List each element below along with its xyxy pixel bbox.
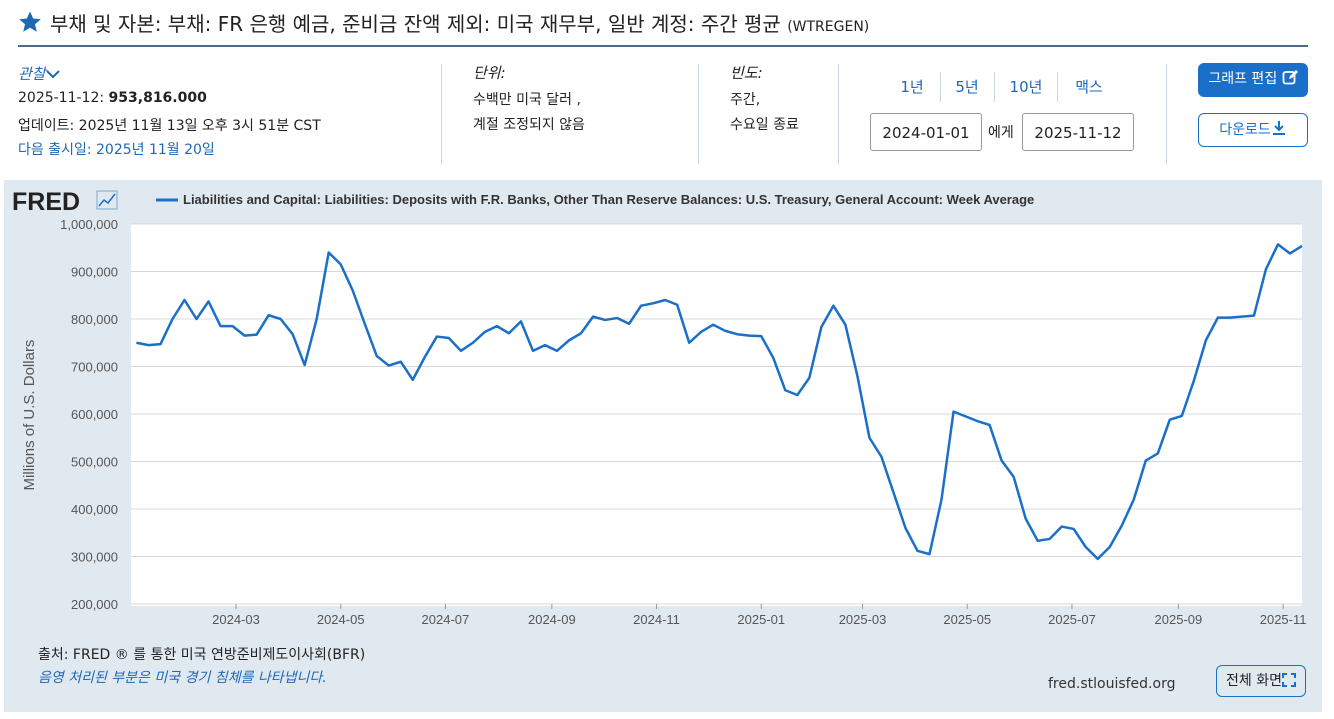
observation: 2025-11-12: 953,816.000 (18, 90, 207, 106)
observation-value: 953,816.000 (108, 90, 207, 106)
chevron (45, 70, 60, 79)
observation-date: 2025-11-12: (18, 90, 105, 106)
edit-graph-button[interactable]: 그래프 편집 (1198, 63, 1308, 97)
download-button[interactable]: 다운로드 (1198, 113, 1308, 147)
x-tick-label: 2025-07 (1048, 612, 1096, 627)
separator (838, 64, 839, 164)
y-tick-label: 400,000 (71, 502, 118, 517)
updated: 업데이트: 2025년 11월 13일 오후 3시 51분 CST (18, 118, 321, 134)
observation-toggle[interactable]: 관찰 (18, 63, 60, 84)
x-tick-label: 2025-01 (737, 612, 785, 627)
y-tick-label: 200,000 (71, 597, 118, 612)
y-tick-label: 1,000,000 (60, 217, 118, 232)
units-line: 계절 조정되지 않음 (473, 117, 585, 133)
separator (940, 72, 941, 102)
y-tick-label: 300,000 (71, 550, 118, 565)
y-tick-label: 900,000 (71, 265, 118, 280)
separator (1166, 64, 1167, 164)
y-tick-label: 700,000 (71, 360, 118, 375)
fred-logo: FRED (12, 188, 80, 216)
logo-icon (96, 190, 118, 210)
frequency-line: 수요일 종료 (730, 117, 799, 133)
button-label: 다운로드 (1219, 122, 1271, 138)
frequency-label: 빈도: (730, 64, 763, 82)
x-tick-label: 2025-05 (943, 612, 991, 627)
frequency-line: 주간, (730, 92, 761, 108)
button-label: 전체 화면 (1226, 673, 1282, 689)
source: 출처: FRED ® 를 통한 미국 연방준비제도이사회(BFR) (38, 647, 366, 663)
range-button[interactable]: 5년 (955, 78, 979, 96)
series-line (136, 243, 1303, 561)
fullscreen-icon (1281, 673, 1296, 687)
x-tick-label: 2024-07 (422, 612, 470, 627)
separator (441, 64, 442, 164)
start-date-input[interactable]: 2024-01-01 (870, 113, 982, 151)
x-tick-label: 2024-03 (212, 612, 260, 627)
x-tick-label: 2024-11 (633, 612, 680, 627)
y-axis-label: Millions of U.S. Dollars (21, 340, 38, 491)
units-line: 수백만 미국 달러 , (473, 92, 581, 108)
button-label: 그래프 편집 (1208, 71, 1278, 87)
recession-note: 음영 처리된 부분은 미국 경기 침체를 나타냅니다. (38, 670, 327, 686)
range-button[interactable]: 1년 (900, 78, 924, 96)
x-tick-label: 2025-09 (1155, 612, 1203, 627)
title-text: 부채 및 자본: 부채: FR 은행 예금, 준비금 잔액 제외: 미국 재무부… (50, 12, 781, 36)
next-release[interactable]: 다음 출시일: 2025년 11월 20일 (18, 142, 215, 158)
legend-label: Liabilities and Capital: Liabilities: De… (183, 192, 1034, 207)
series-id: (WTREGEN) (787, 19, 870, 35)
end-date-input[interactable]: 2025-11-12 (1022, 113, 1134, 151)
plot-area (131, 224, 1302, 606)
x-tick-label: 2024-09 (528, 612, 576, 627)
separator (698, 64, 699, 164)
fullscreen-button[interactable]: 전체 화면 (1216, 665, 1306, 697)
header-rule (18, 45, 1308, 47)
download-icon (1272, 121, 1285, 135)
range-button[interactable]: 맥스 (1075, 78, 1103, 96)
favorite-star[interactable] (18, 10, 42, 34)
separator (994, 72, 995, 102)
x-tick-label: 2025-03 (839, 612, 887, 627)
y-tick-label: 500,000 (71, 455, 118, 470)
observation-label: 관찰 (18, 65, 46, 83)
site-url[interactable]: fred.stlouisfed.org (1048, 676, 1176, 692)
y-tick-label: 600,000 (71, 407, 118, 422)
to-label: 에게 (988, 125, 1014, 141)
edit-icon (1282, 70, 1298, 85)
chart: FRED Liabilities and Capital: Liabilitie… (12, 188, 1307, 627)
y-tick-label: 800,000 (71, 312, 118, 327)
page-title: 부채 및 자본: 부채: FR 은행 예금, 준비금 잔액 제외: 미국 재무부… (50, 8, 869, 37)
units-label: 단위: (473, 64, 506, 82)
range-button[interactable]: 10년 (1009, 78, 1043, 96)
separator (1057, 72, 1058, 102)
x-tick-label: 2024-05 (317, 612, 365, 627)
x-tick-label: 2025-11 (1260, 612, 1307, 627)
